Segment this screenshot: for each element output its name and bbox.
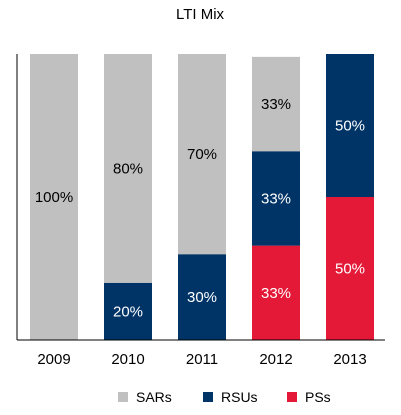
data-label-rsus-2011: 30% xyxy=(187,289,217,306)
x-tick-label-2012: 2012 xyxy=(259,351,292,368)
bar-pss-2013 xyxy=(326,197,374,340)
bars-layer: 100% 20% 80% 30% 70% 33% 33% 33% 50% 50% xyxy=(30,54,374,340)
x-tick-label-2010: 2010 xyxy=(111,351,144,368)
legend-swatch-rsus xyxy=(203,392,213,402)
bar-rsus-2010 xyxy=(104,282,152,340)
legend-item-sars: SARs xyxy=(118,389,172,405)
data-label-rsus-2012: 33% xyxy=(261,190,291,207)
bar-rsus-2013 xyxy=(326,54,374,197)
data-label-sars-2011: 70% xyxy=(187,146,217,163)
x-tick-label-2009: 2009 xyxy=(37,351,70,368)
bar-pss-2012 xyxy=(252,245,300,340)
legend-swatch-sars xyxy=(118,392,128,402)
legend-label-sars: SARs xyxy=(136,389,172,405)
x-tick-label-2011: 2011 xyxy=(186,351,218,368)
data-label-pss-2013: 50% xyxy=(335,261,365,278)
bar-rsus-2011 xyxy=(178,254,226,340)
data-label-sars-2010: 80% xyxy=(113,160,143,177)
data-label-pss-2012: 33% xyxy=(261,285,291,302)
legend-item-pss: PSs xyxy=(287,389,331,405)
bar-sars-2009 xyxy=(30,54,78,340)
legend-item-rsus: RSUs xyxy=(203,389,258,405)
bar-rsus-2012 xyxy=(252,151,300,246)
bar-sars-2012 xyxy=(252,56,300,152)
legend-swatch-pss xyxy=(287,392,297,402)
legend-label-pss: PSs xyxy=(305,389,331,405)
x-tick-label-2013: 2013 xyxy=(333,351,366,368)
bar-sars-2011 xyxy=(178,54,226,255)
x-tick-labels: 2009 2010 2011 2012 2013 xyxy=(37,351,366,368)
data-label-rsus-2010: 20% xyxy=(113,303,143,320)
bar-sars-2010 xyxy=(104,54,152,283)
legend-label-rsus: RSUs xyxy=(221,389,258,405)
legend: SARs RSUs PSs xyxy=(118,389,331,405)
data-label-sars-2012: 33% xyxy=(261,96,291,113)
data-label-rsus-2013: 50% xyxy=(335,118,365,135)
chart-title: LTI Mix xyxy=(176,6,225,23)
data-label-sars-2009: 100% xyxy=(35,189,73,206)
